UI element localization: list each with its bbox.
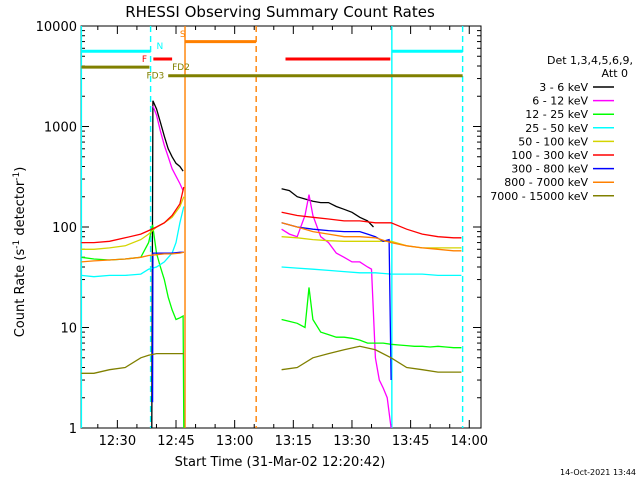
x-tick-label: 13:30 [333, 434, 370, 449]
flag-bar-label: FD2 [172, 63, 190, 73]
x-tick-label: 13:00 [216, 434, 253, 449]
legend-entry-label: 25 - 50 keV [525, 122, 588, 135]
plot-border [80, 25, 482, 429]
series-line [281, 222, 462, 252]
x-axis-label: Start Time (31-Mar-02 12:20:42) [175, 455, 386, 470]
data-series [81, 100, 462, 429]
y-tick-label: 100 [52, 221, 77, 236]
x-tick-label: 12:45 [157, 434, 194, 449]
legend-entry-label: 12 - 25 keV [525, 108, 588, 121]
series-line [81, 196, 185, 250]
series-line [81, 206, 185, 278]
legend-entry-label: 3 - 6 keV [539, 81, 588, 94]
y-tick-label: 10 [60, 322, 77, 337]
series-line [281, 345, 462, 373]
legend-entry-label: 50 - 100 keV [518, 135, 588, 148]
y-tick-label: 1000 [44, 121, 77, 136]
series-line [81, 224, 185, 429]
x-tick-label: 13:15 [275, 434, 312, 449]
x-tick-label: 14:00 [451, 434, 488, 449]
legend-title-line-2: Att 0 [602, 67, 628, 80]
flag-bar-label: F [142, 55, 147, 65]
flag-bar-label: S [180, 30, 186, 40]
axis-ticks: 1 10 100 1000 10000 12:30 12:45 13:00 13:15 13:30… [36, 20, 488, 449]
series-line [281, 236, 462, 249]
observation-markers [80, 26, 464, 428]
flag-bars: NF S FD2 FD3 [81, 30, 463, 82]
timestamp-stamp: 14-Oct-2021 13:44 [560, 468, 636, 477]
series-line [281, 194, 392, 429]
y-tick-label: 1 [69, 422, 77, 437]
series-line [81, 251, 184, 263]
y-tick-label: 10000 [36, 20, 77, 35]
chart-title: RHESSI Observing Summary Count Rates [125, 3, 435, 21]
legend-title-line-1: Det 1,3,4,5,6,9, [547, 54, 633, 67]
series-line [152, 105, 184, 191]
series-line [281, 287, 462, 349]
legend-entry-label: 6 - 12 keV [532, 95, 588, 108]
x-tick-label: 12:30 [99, 434, 136, 449]
legend-entry-label: 7000 - 15000 keV [490, 190, 588, 203]
flag-bar-label: N [156, 42, 163, 52]
series-line [151, 251, 184, 403]
series-line [81, 186, 185, 244]
y-axis-label: Count Rate (s-1 detector-1) [12, 167, 28, 338]
legend-entry-label: 300 - 800 keV [511, 163, 588, 176]
series-line [281, 188, 374, 228]
legend-entry-label: 100 - 300 keV [511, 149, 588, 162]
series-line [281, 211, 462, 239]
series-line [81, 352, 184, 374]
flag-bar-label: FD3 [146, 72, 164, 82]
series-line [151, 100, 184, 429]
legend-entry-label: 800 - 7000 keV [504, 176, 588, 189]
series-line [281, 222, 392, 381]
x-tick-label: 13:45 [392, 434, 429, 449]
plot-area [80, 25, 482, 429]
series-line [281, 266, 462, 277]
